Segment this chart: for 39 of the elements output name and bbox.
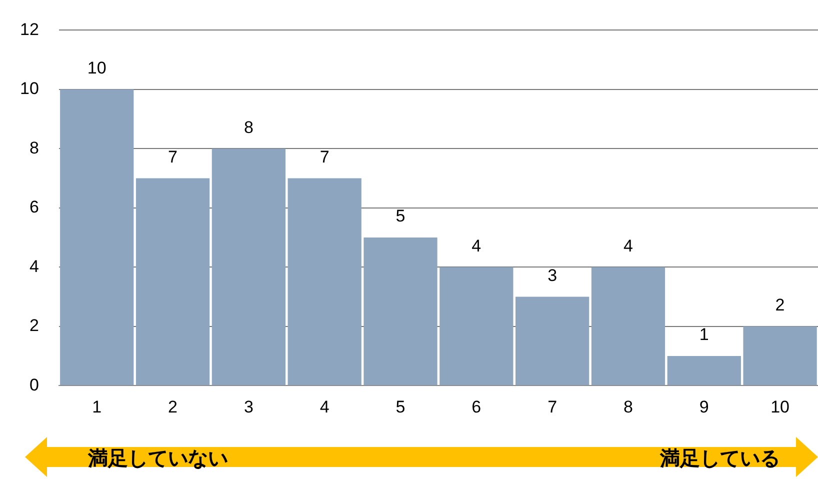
x-tick-label: 5 bbox=[396, 397, 406, 416]
bar bbox=[364, 238, 438, 386]
bar bbox=[516, 296, 590, 386]
data-label: 8 bbox=[244, 118, 254, 137]
data-label: 7 bbox=[168, 147, 178, 166]
y-tick-label: 0 bbox=[29, 375, 39, 394]
y-tick-label: 10 bbox=[20, 79, 39, 98]
x-tick-label: 8 bbox=[623, 397, 633, 416]
bar bbox=[288, 178, 362, 386]
data-label: 1 bbox=[699, 325, 709, 344]
x-tick-label: 6 bbox=[472, 397, 482, 416]
text: 満足している bbox=[660, 446, 780, 470]
bar bbox=[212, 148, 286, 386]
x-tick-label: 1 bbox=[92, 397, 102, 416]
bar bbox=[743, 326, 817, 386]
bar bbox=[440, 267, 514, 386]
text: 満足していない bbox=[88, 446, 228, 470]
data-label: 10 bbox=[87, 58, 106, 78]
bar bbox=[60, 89, 134, 386]
y-tick-label: 8 bbox=[29, 138, 39, 158]
data-label: 5 bbox=[396, 206, 406, 226]
bar bbox=[591, 267, 666, 386]
x-tick-label: 2 bbox=[168, 397, 178, 416]
data-label: 4 bbox=[472, 236, 482, 256]
data-label: 4 bbox=[623, 236, 633, 256]
y-tick-label: 4 bbox=[29, 256, 39, 276]
y-tick-label: 6 bbox=[29, 198, 39, 217]
x-tick-label: 7 bbox=[548, 397, 558, 416]
x-tick-label: 3 bbox=[244, 397, 254, 416]
y-tick-label: 2 bbox=[29, 316, 39, 336]
bar bbox=[136, 178, 210, 386]
data-label: 3 bbox=[548, 266, 558, 285]
data-label: 2 bbox=[775, 296, 785, 315]
x-tick-label: 9 bbox=[699, 397, 709, 416]
y-tick-label: 12 bbox=[20, 20, 39, 39]
bar bbox=[667, 356, 741, 386]
x-tick-label: 4 bbox=[320, 397, 330, 416]
x-tick-label: 10 bbox=[770, 397, 790, 416]
data-label: 7 bbox=[320, 147, 330, 166]
